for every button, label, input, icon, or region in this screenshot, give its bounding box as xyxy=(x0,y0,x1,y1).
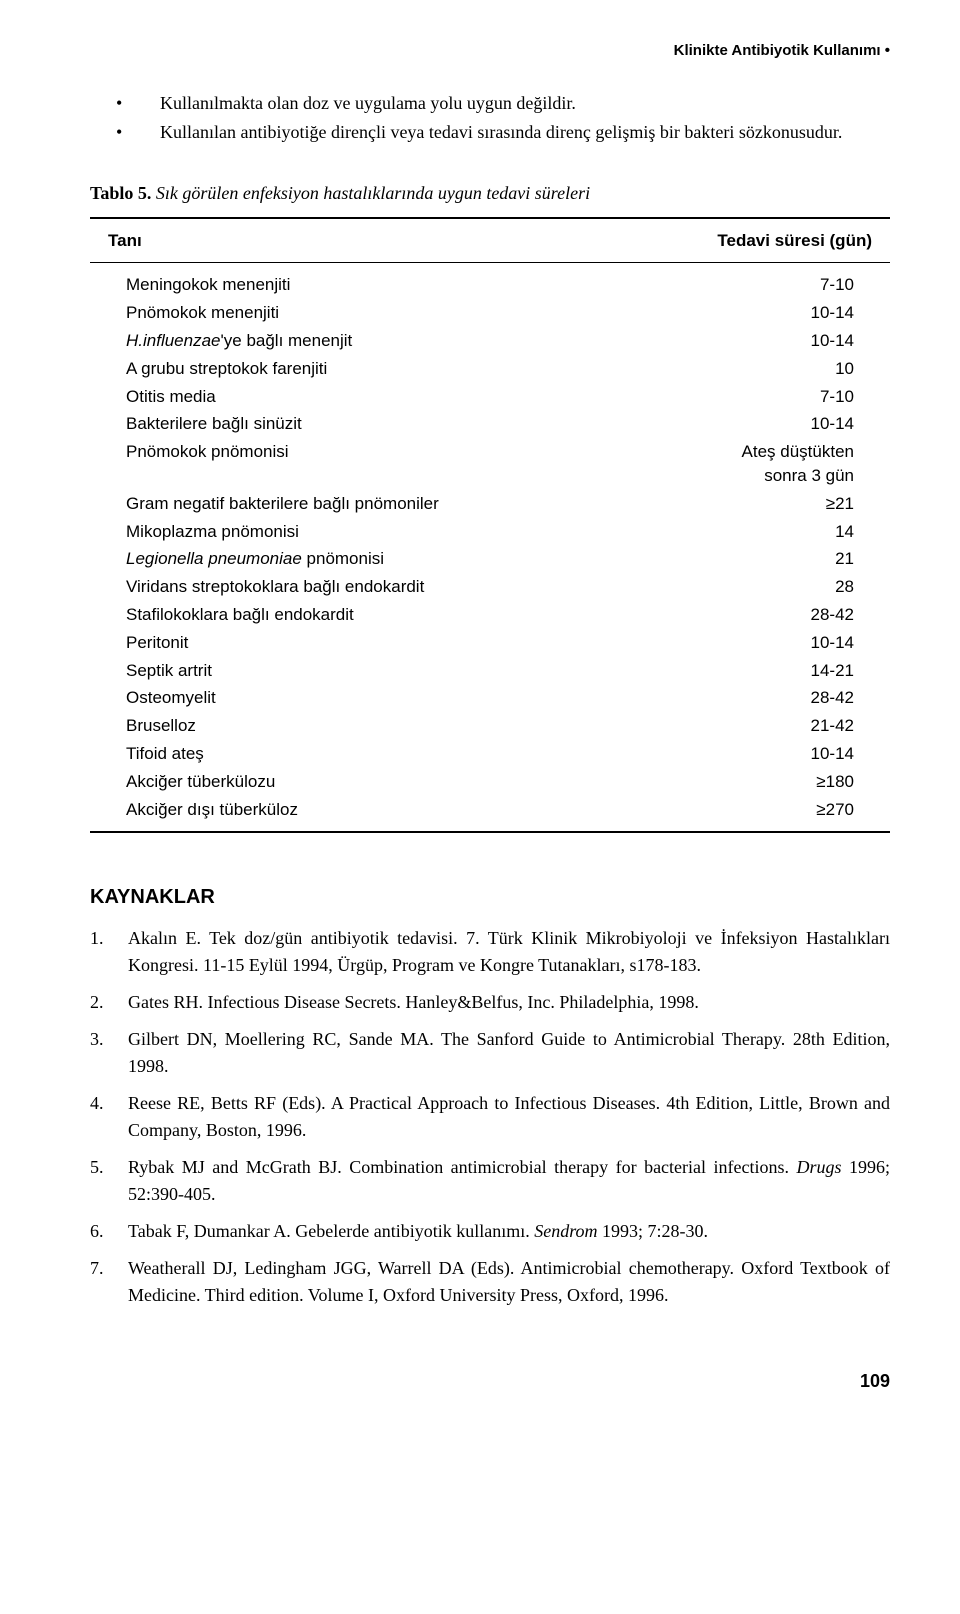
table-caption: Tablo 5. Sık görülen enfeksiyon hastalık… xyxy=(90,181,890,206)
cell-tani: Legionella pneumoniae pnömonisi xyxy=(90,545,616,573)
table-row: Pnömokok pnömonisiAteş düştükten sonra 3… xyxy=(90,438,890,490)
cell-tani: Septik artrit xyxy=(90,657,616,685)
cell-sure: 14 xyxy=(616,518,890,546)
cell-tani: A grubu streptokok farenjiti xyxy=(90,355,616,383)
cell-tani: Peritonit xyxy=(90,629,616,657)
col-header-tani: Tanı xyxy=(90,218,616,263)
cell-tani: Tifoid ateş xyxy=(90,740,616,768)
cell-tani: Gram negatif bakterilere bağlı pnömonile… xyxy=(90,490,616,518)
reference-number: 3. xyxy=(90,1026,104,1053)
cell-tani: Viridans streptokoklara bağlı endokardit xyxy=(90,573,616,601)
cell-tani: Otitis media xyxy=(90,383,616,411)
treatment-duration-table: Tanı Tedavi süresi (gün) Meningokok mene… xyxy=(90,217,890,834)
cell-tani: Pnömokok menenjiti xyxy=(90,299,616,327)
reference-item: 6.Tabak F, Dumankar A. Gebelerde antibiy… xyxy=(90,1218,890,1245)
bullet-icon: • xyxy=(138,120,160,145)
cell-sure: 10-14 xyxy=(616,327,890,355)
reference-number: 7. xyxy=(90,1255,104,1282)
cell-sure: 10-14 xyxy=(616,410,890,438)
cell-sure: 28 xyxy=(616,573,890,601)
table-row: A grubu streptokok farenjiti10 xyxy=(90,355,890,383)
table-row: Pnömokok menenjiti10-14 xyxy=(90,299,890,327)
table-row: Osteomyelit28-42 xyxy=(90,684,890,712)
table-row: Peritonit10-14 xyxy=(90,629,890,657)
table-row: Meningokok menenjiti7-10 xyxy=(90,263,890,299)
cell-tani: Meningokok menenjiti xyxy=(90,263,616,299)
cell-sure: 10-14 xyxy=(616,740,890,768)
cell-sure: 14-21 xyxy=(616,657,890,685)
reference-number: 2. xyxy=(90,989,104,1016)
cell-sure: 21 xyxy=(616,545,890,573)
bullet-item: •Kullanılan antibiyotiğe dirençli veya t… xyxy=(160,120,890,145)
reference-item: 2.Gates RH. Infectious Disease Secrets. … xyxy=(90,989,890,1016)
cell-sure: 21-42 xyxy=(616,712,890,740)
reference-item: 4.Reese RE, Betts RF (Eds). A Practical … xyxy=(90,1090,890,1144)
table-row: Legionella pneumoniae pnömonisi21 xyxy=(90,545,890,573)
table-row: Akciğer tüberkülozu≥180 xyxy=(90,768,890,796)
table-row: Mikoplazma pnömonisi14 xyxy=(90,518,890,546)
reference-italic: Sendrom xyxy=(534,1221,597,1241)
cell-sure: ≥180 xyxy=(616,768,890,796)
cell-sure: Ateş düştükten sonra 3 gün xyxy=(616,438,890,490)
cell-tani: Pnömokok pnömonisi xyxy=(90,438,616,490)
table-row: Gram negatif bakterilere bağlı pnömonile… xyxy=(90,490,890,518)
reference-item: 5.Rybak MJ and McGrath BJ. Combination a… xyxy=(90,1154,890,1208)
cell-tani: H.influenzae'ye bağlı menenjit xyxy=(90,327,616,355)
reference-italic: Drugs xyxy=(796,1157,841,1177)
cell-sure: 10 xyxy=(616,355,890,383)
cell-tani: Osteomyelit xyxy=(90,684,616,712)
cell-sure: 10-14 xyxy=(616,629,890,657)
references-heading: KAYNAKLAR xyxy=(90,883,890,911)
table-row: Bruselloz21-42 xyxy=(90,712,890,740)
bullet-text: Kullanılan antibiyotiğe dirençli veya te… xyxy=(160,122,842,142)
cell-sure: ≥270 xyxy=(616,796,890,833)
reference-number: 5. xyxy=(90,1154,104,1181)
cell-tani: Akciğer tüberkülozu xyxy=(90,768,616,796)
cell-tani: Stafilokoklara bağlı endokardit xyxy=(90,601,616,629)
cell-sure: 7-10 xyxy=(616,263,890,299)
italic-term: Legionella pneumoniae xyxy=(126,549,302,568)
reference-number: 4. xyxy=(90,1090,104,1117)
running-head: Klinikte Antibiyotik Kullanımı • xyxy=(90,40,890,61)
table-number: Tablo 5. xyxy=(90,183,151,203)
bullet-list: •Kullanılmakta olan doz ve uygulama yolu… xyxy=(90,91,890,145)
table-row: Bakterilere bağlı sinüzit10-14 xyxy=(90,410,890,438)
table-row: Otitis media7-10 xyxy=(90,383,890,411)
bullet-icon: • xyxy=(138,91,160,116)
cell-tani: Mikoplazma pnömonisi xyxy=(90,518,616,546)
references-list: 1.Akalın E. Tek doz/gün antibiyotik teda… xyxy=(90,925,890,1309)
page-number: 109 xyxy=(90,1369,890,1394)
bullet-item: •Kullanılmakta olan doz ve uygulama yolu… xyxy=(160,91,890,116)
table-row: Stafilokoklara bağlı endokardit28-42 xyxy=(90,601,890,629)
cell-sure: 28-42 xyxy=(616,684,890,712)
table-row: Tifoid ateş10-14 xyxy=(90,740,890,768)
cell-tani: Bakterilere bağlı sinüzit xyxy=(90,410,616,438)
table-row: Akciğer dışı tüberküloz≥270 xyxy=(90,796,890,833)
col-header-sure: Tedavi süresi (gün) xyxy=(616,218,890,263)
cell-tani: Bruselloz xyxy=(90,712,616,740)
table-title: Sık görülen enfeksiyon hastalıklarında u… xyxy=(156,183,590,203)
cell-tani: Akciğer dışı tüberküloz xyxy=(90,796,616,833)
reference-item: 1.Akalın E. Tek doz/gün antibiyotik teda… xyxy=(90,925,890,979)
cell-sure: 7-10 xyxy=(616,383,890,411)
reference-item: 3.Gilbert DN, Moellering RC, Sande MA. T… xyxy=(90,1026,890,1080)
cell-sure: ≥21 xyxy=(616,490,890,518)
cell-sure: 10-14 xyxy=(616,299,890,327)
table-body: Meningokok menenjiti7-10Pnömokok menenji… xyxy=(90,263,890,832)
cell-sure: 28-42 xyxy=(616,601,890,629)
reference-number: 1. xyxy=(90,925,104,952)
table-row: Septik artrit14-21 xyxy=(90,657,890,685)
reference-item: 7.Weatherall DJ, Ledingham JGG, Warrell … xyxy=(90,1255,890,1309)
bullet-text: Kullanılmakta olan doz ve uygulama yolu … xyxy=(160,93,576,113)
table-row: H.influenzae'ye bağlı menenjit10-14 xyxy=(90,327,890,355)
reference-number: 6. xyxy=(90,1218,104,1245)
italic-term: H.influenzae xyxy=(126,331,221,350)
table-row: Viridans streptokoklara bağlı endokardit… xyxy=(90,573,890,601)
